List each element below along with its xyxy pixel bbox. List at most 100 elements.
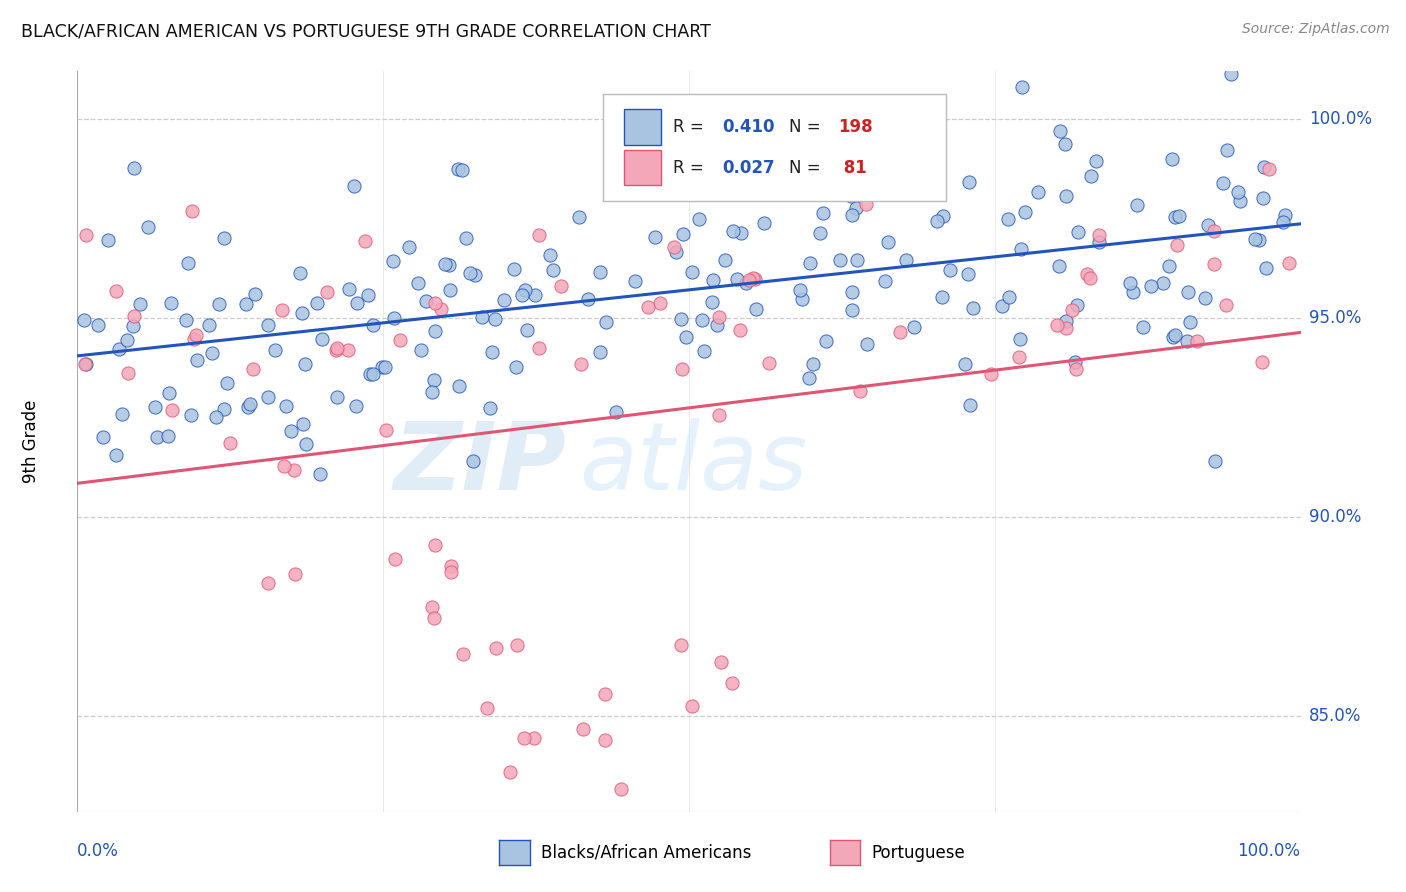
Point [846, 253, 869, 268]
Point [422, 373, 444, 387]
Point [274, 399, 297, 413]
Point [515, 283, 537, 297]
Point [665, 245, 688, 260]
Text: Blacks/African Americans: Blacks/African Americans [541, 844, 752, 862]
Point [456, 231, 478, 245]
Point [801, 357, 824, 371]
Point [291, 305, 314, 319]
Point [810, 226, 832, 240]
Point [957, 175, 980, 189]
Point [398, 240, 420, 254]
Point [257, 318, 280, 333]
Point [294, 437, 316, 451]
Point [1164, 210, 1187, 224]
Point [1250, 355, 1272, 369]
Point [389, 333, 412, 347]
Point [1088, 235, 1111, 249]
Point [550, 279, 572, 293]
Point [117, 366, 139, 380]
Text: Portuguese: Portuguese [872, 844, 966, 862]
Point [1047, 259, 1070, 273]
Point [516, 323, 538, 337]
Point [527, 227, 550, 242]
Point [1014, 205, 1036, 219]
Point [381, 254, 404, 268]
Point [146, 430, 169, 444]
Text: 198: 198 [838, 118, 873, 136]
Point [129, 297, 152, 311]
Point [1011, 80, 1033, 95]
Point [672, 227, 695, 241]
Point [122, 161, 145, 175]
Text: 0.410: 0.410 [721, 118, 775, 136]
Point [273, 459, 295, 474]
Point [841, 208, 863, 222]
Text: R =: R = [673, 159, 709, 177]
Point [1046, 318, 1069, 332]
Point [828, 253, 851, 268]
Point [485, 640, 508, 655]
Point [710, 656, 733, 670]
Point [889, 326, 911, 340]
Point [1202, 224, 1225, 238]
Point [1243, 232, 1265, 246]
Point [464, 37, 486, 52]
Point [97, 233, 120, 247]
Point [959, 398, 981, 412]
Point [1078, 270, 1101, 285]
Point [337, 343, 360, 357]
Point [799, 256, 821, 270]
Point [219, 436, 242, 450]
Point [730, 323, 752, 337]
Point [1163, 330, 1185, 344]
Point [1215, 298, 1237, 312]
Point [589, 345, 612, 359]
Point [644, 230, 666, 244]
Point [650, 295, 672, 310]
Point [957, 267, 980, 281]
Point [212, 231, 235, 245]
Text: atlas: atlas [579, 418, 807, 509]
Point [353, 234, 375, 248]
Point [73, 313, 96, 327]
Point [458, 266, 481, 280]
Point [409, 343, 432, 357]
Text: 100.0%: 100.0% [1309, 110, 1372, 128]
Point [1087, 228, 1109, 243]
Point [183, 332, 205, 346]
Point [384, 551, 406, 566]
Point [664, 239, 686, 253]
Point [1227, 185, 1250, 199]
Point [1163, 328, 1185, 343]
Point [845, 201, 868, 215]
Point [1272, 215, 1295, 229]
Point [280, 424, 302, 438]
Text: 0.0%: 0.0% [77, 842, 120, 860]
Point [1204, 454, 1226, 468]
Point [1247, 233, 1270, 247]
Point [513, 731, 536, 745]
Point [1126, 198, 1149, 212]
Point [1008, 351, 1031, 365]
Point [337, 282, 360, 296]
Point [1152, 276, 1174, 290]
Point [752, 216, 775, 230]
Point [876, 235, 898, 249]
Text: Source: ZipAtlas.com: Source: ZipAtlas.com [1241, 22, 1389, 37]
Point [311, 332, 333, 346]
Point [284, 567, 307, 582]
Point [326, 341, 349, 355]
Point [292, 417, 315, 431]
Point [1166, 238, 1188, 252]
Point [1066, 298, 1088, 312]
Point [1080, 169, 1102, 184]
Point [841, 285, 863, 300]
Point [932, 209, 955, 223]
Point [434, 256, 457, 270]
Point [714, 253, 737, 268]
Point [1159, 260, 1181, 274]
Point [257, 391, 280, 405]
Point [730, 227, 752, 241]
Point [1062, 303, 1084, 318]
Point [86, 318, 108, 332]
